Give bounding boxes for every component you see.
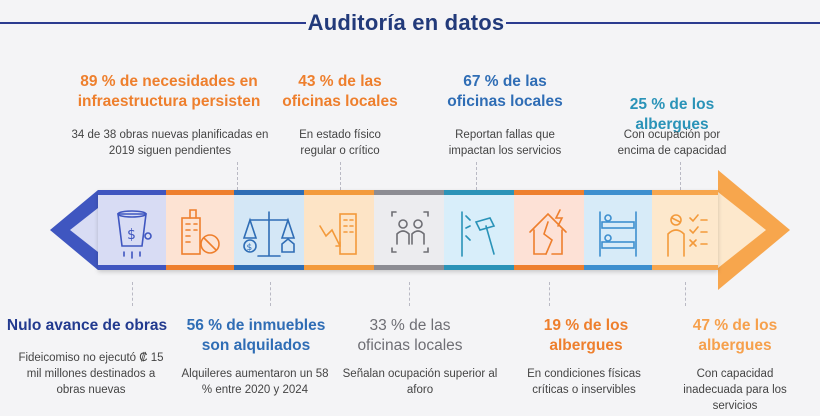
stat-bottom-2: 56 % de inmuebles son alquilados — [186, 317, 326, 354]
timeline-arrow: $ $ — [50, 170, 790, 290]
connector-bottom-2 — [270, 282, 271, 306]
money-bucket-icon: $ — [117, 210, 152, 259]
segment-8 — [584, 190, 652, 270]
stat-bottom-4: 19 % de los albergues — [543, 317, 629, 354]
stat-top-4: 25 % de los albergues — [629, 96, 715, 133]
desc-bottom-2: Alquileres aumentaron un 58 % entre 2020… — [181, 368, 329, 396]
arrow-head-left-inner — [70, 208, 98, 252]
segment-9 — [652, 190, 718, 270]
connector-top-3 — [476, 162, 477, 190]
building-blocked-icon — [181, 209, 220, 255]
connector-top-2 — [340, 162, 341, 190]
segment-4 — [304, 190, 374, 270]
segment-7 — [514, 190, 584, 270]
connector-bottom-1 — [132, 282, 133, 306]
stat-bottom-5: 47 % de los albergues — [692, 317, 778, 354]
segment-5 — [374, 190, 444, 270]
desc-top-2: En estado físico regular o crítico — [299, 129, 381, 157]
bunk-bed-icon — [599, 211, 637, 257]
stat-bottom-3: 33 % de las oficinas locales — [357, 317, 463, 354]
connector-bottom-4 — [549, 282, 550, 306]
damaged-house-icon — [529, 209, 567, 255]
page-title: Auditoría en datos — [307, 10, 505, 35]
scale-money-house-icon: $ — [242, 211, 296, 257]
desc-top-4: Con ocupación por encima de capacidad — [617, 129, 727, 157]
header-rule-left — [0, 22, 306, 24]
person-checklist-icon — [667, 214, 708, 257]
building-decline-icon — [319, 213, 357, 255]
stat-top-2: 43 % de las oficinas locales — [282, 73, 398, 110]
stat-bottom-1: Nulo avance de obras — [6, 317, 168, 334]
connector-top-1 — [237, 162, 238, 190]
arrow-head-right-inner — [718, 192, 766, 268]
segment-6 — [444, 190, 514, 270]
svg-text:$: $ — [247, 243, 253, 253]
connector-top-4 — [680, 162, 681, 190]
desc-top-3: Reportan fallas que impactan los servici… — [448, 129, 562, 157]
desc-bottom-3: Señalan ocupación superior al aforo — [342, 368, 498, 396]
header-rule-right — [506, 22, 820, 24]
people-frame-icon — [391, 211, 429, 253]
desc-bottom-1: Fideicomiso no ejecutó ₡ 15 mil millones… — [18, 352, 164, 396]
stat-top-3: 67 % de las oficinas locales — [447, 73, 563, 110]
stat-top-1: 89 % de necesidades en infraestructura p… — [77, 73, 261, 110]
connector-bottom-3 — [409, 282, 410, 306]
broken-wall-hammer-icon — [461, 211, 496, 257]
desc-bottom-5: Con capacidad inadecuada para los servic… — [683, 368, 787, 412]
desc-top-1: 34 de 38 obras nuevas planificadas en 20… — [71, 129, 269, 157]
connector-bottom-5 — [685, 282, 686, 306]
desc-bottom-4: En condiciones físicas críticas o inserv… — [527, 368, 641, 396]
svg-text:$: $ — [127, 227, 136, 243]
